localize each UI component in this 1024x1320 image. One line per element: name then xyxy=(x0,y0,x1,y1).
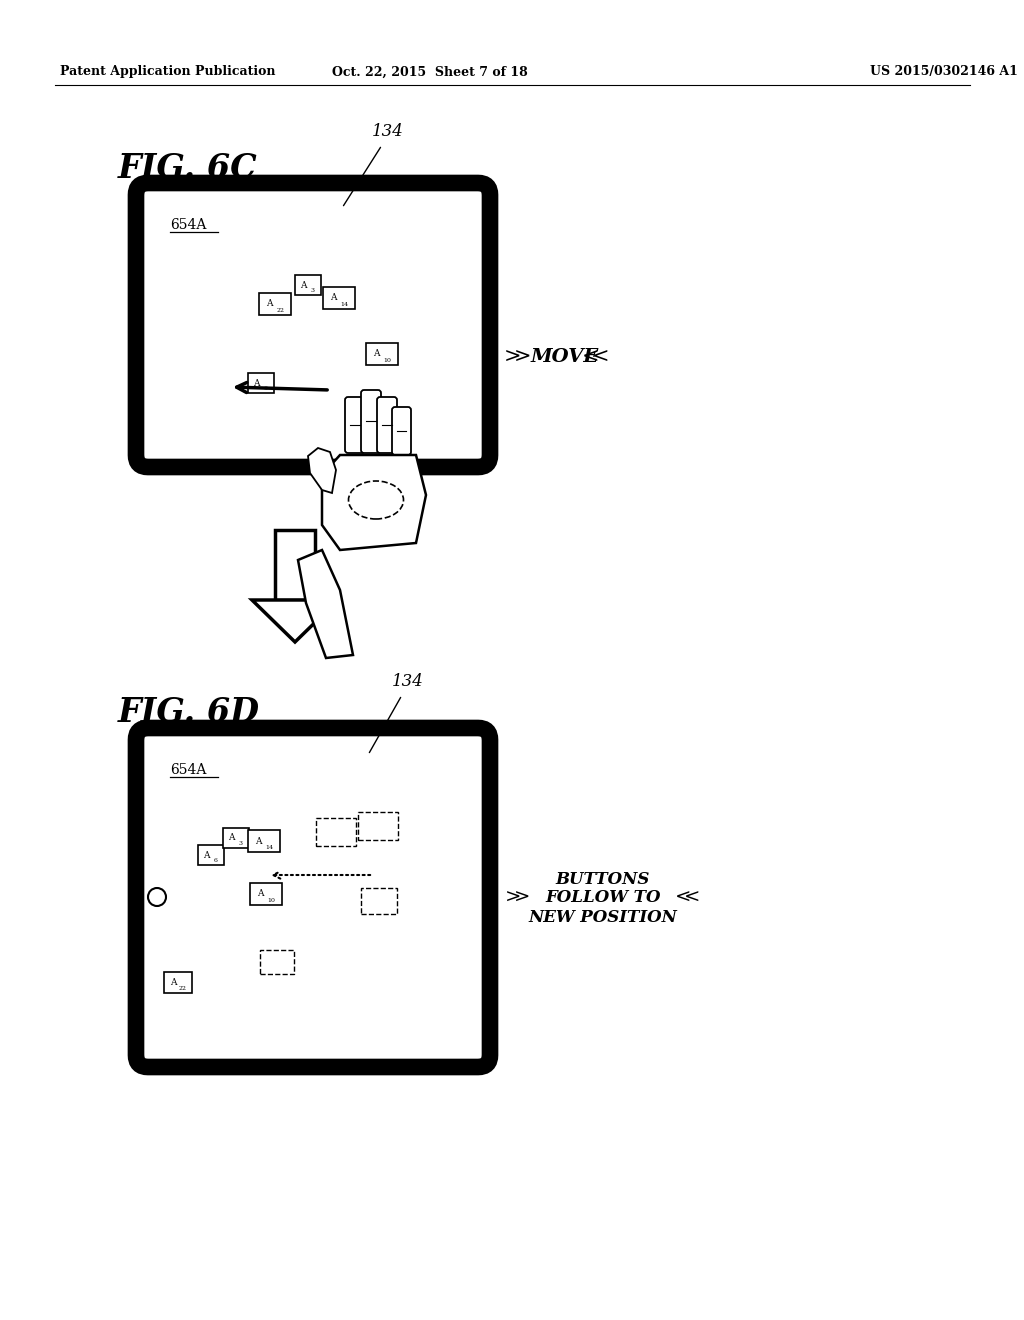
Bar xyxy=(275,531,315,601)
FancyBboxPatch shape xyxy=(392,407,411,455)
FancyBboxPatch shape xyxy=(345,397,365,453)
Text: 22: 22 xyxy=(179,986,187,991)
FancyBboxPatch shape xyxy=(136,183,490,467)
FancyBboxPatch shape xyxy=(136,729,490,1067)
Bar xyxy=(358,812,398,840)
Text: <: < xyxy=(583,347,600,367)
Text: 134: 134 xyxy=(372,124,403,140)
Text: >: > xyxy=(514,888,530,907)
Text: US 2015/0302146 A1: US 2015/0302146 A1 xyxy=(870,66,1018,78)
Bar xyxy=(198,845,224,865)
Text: NEW POSITION: NEW POSITION xyxy=(528,908,678,925)
Text: A: A xyxy=(266,300,272,309)
Text: A: A xyxy=(300,281,307,289)
Text: A: A xyxy=(253,379,260,388)
Bar xyxy=(223,828,249,847)
Polygon shape xyxy=(322,455,426,550)
Bar xyxy=(295,275,321,294)
Text: 6: 6 xyxy=(214,858,218,863)
Text: FIG. 6D: FIG. 6D xyxy=(118,697,260,730)
Text: 654A: 654A xyxy=(170,218,207,232)
Text: >: > xyxy=(513,347,530,367)
Text: A: A xyxy=(255,837,262,846)
FancyBboxPatch shape xyxy=(377,397,397,453)
Bar xyxy=(248,830,280,851)
Text: A: A xyxy=(204,850,210,859)
Text: MOVE: MOVE xyxy=(531,348,599,366)
FancyBboxPatch shape xyxy=(361,389,381,453)
Polygon shape xyxy=(298,550,353,657)
Text: A: A xyxy=(331,293,337,302)
Bar xyxy=(248,374,274,393)
Bar xyxy=(260,950,294,974)
Bar xyxy=(366,343,398,366)
Text: BUTTONS: BUTTONS xyxy=(556,870,650,887)
Text: Oct. 22, 2015  Sheet 7 of 18: Oct. 22, 2015 Sheet 7 of 18 xyxy=(332,66,528,78)
Text: 10: 10 xyxy=(384,358,392,363)
Bar xyxy=(250,883,282,906)
Text: <: < xyxy=(591,347,608,367)
Text: FIG. 6C: FIG. 6C xyxy=(118,152,258,185)
Text: 654A: 654A xyxy=(170,763,207,777)
Text: 6: 6 xyxy=(264,385,267,391)
Text: 22: 22 xyxy=(276,308,285,313)
Polygon shape xyxy=(308,447,336,492)
Text: 134: 134 xyxy=(392,673,424,690)
Text: 14: 14 xyxy=(265,845,273,850)
Text: 3: 3 xyxy=(310,288,314,293)
Text: 14: 14 xyxy=(341,302,349,306)
Polygon shape xyxy=(252,601,338,642)
Bar xyxy=(323,286,355,309)
Text: >: > xyxy=(504,347,522,367)
Text: A: A xyxy=(374,350,380,359)
Text: <: < xyxy=(675,888,691,907)
Text: 3: 3 xyxy=(239,841,243,846)
Bar xyxy=(361,888,397,913)
Bar xyxy=(316,818,356,846)
Text: A: A xyxy=(228,833,234,842)
Bar xyxy=(164,972,193,993)
Text: 10: 10 xyxy=(267,898,275,903)
Text: >: > xyxy=(505,888,521,907)
Text: Patent Application Publication: Patent Application Publication xyxy=(60,66,275,78)
Bar xyxy=(259,293,291,315)
Text: A: A xyxy=(257,890,264,899)
Text: A: A xyxy=(170,978,176,987)
Text: <: < xyxy=(684,888,700,907)
Text: FOLLOW TO: FOLLOW TO xyxy=(545,890,660,907)
